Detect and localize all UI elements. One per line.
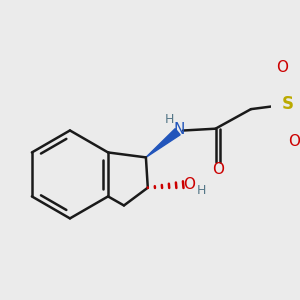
Text: O: O: [288, 134, 300, 149]
Polygon shape: [146, 129, 180, 158]
Text: S: S: [282, 95, 294, 113]
Text: O: O: [183, 176, 195, 191]
Text: H: H: [197, 184, 206, 197]
Text: O: O: [276, 59, 288, 74]
Text: O: O: [213, 162, 225, 177]
Text: N: N: [174, 122, 185, 137]
Text: H: H: [164, 113, 174, 126]
